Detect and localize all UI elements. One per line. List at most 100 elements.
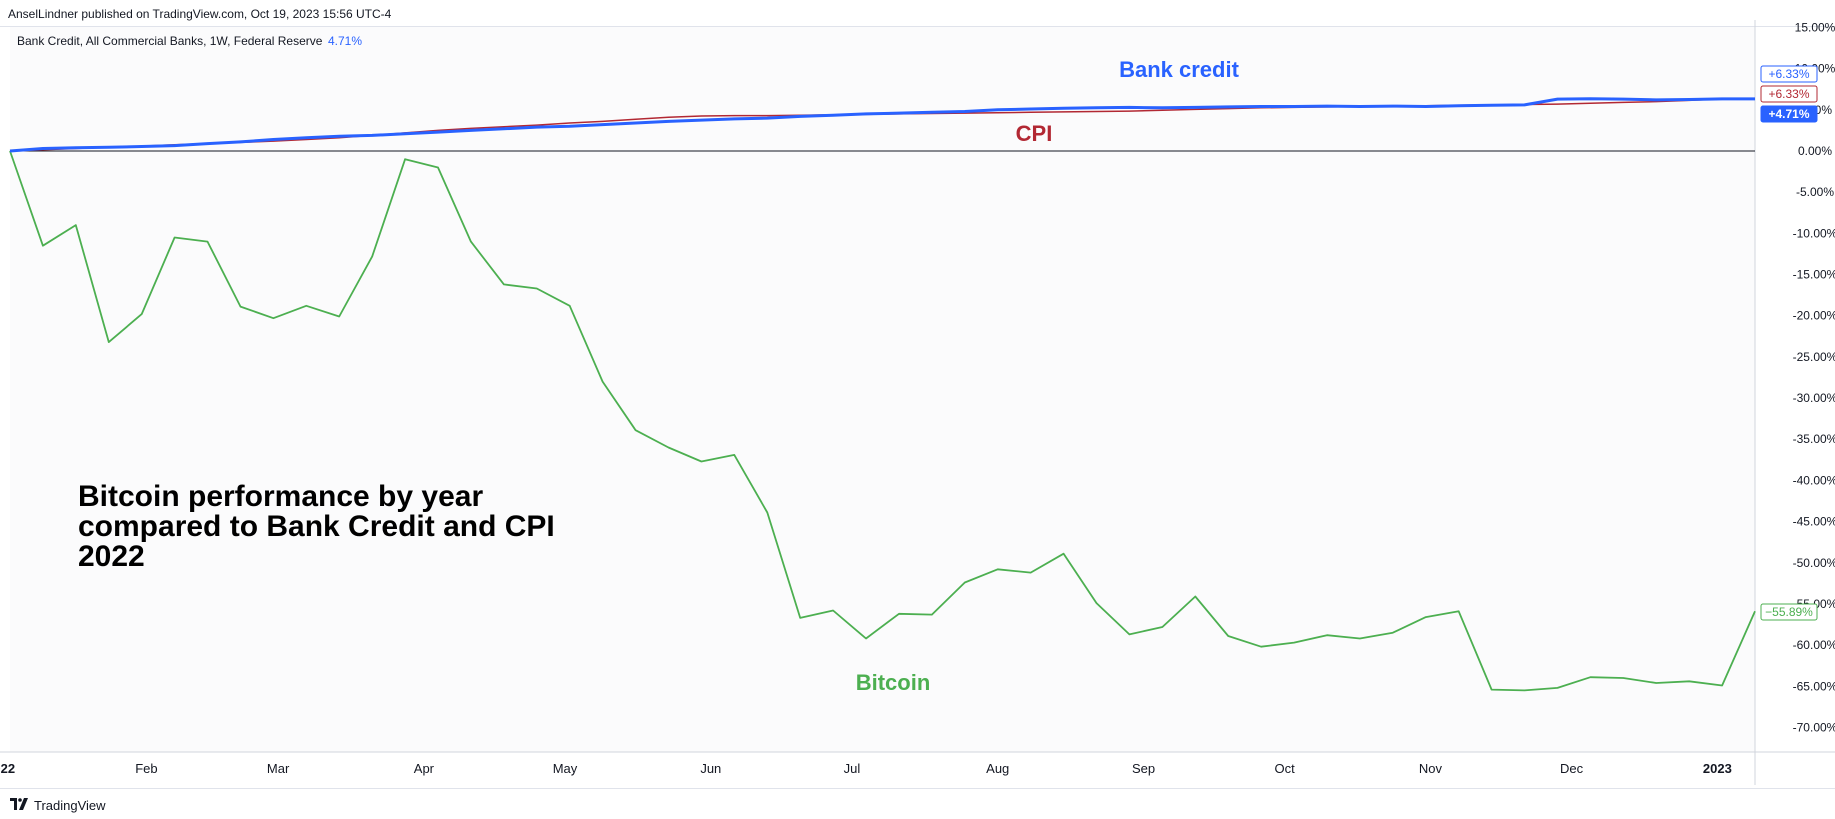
bitcoin-point[interactable]	[1557, 687, 1559, 689]
bank-credit-point[interactable]	[964, 111, 966, 113]
bitcoin-point[interactable]	[1721, 685, 1723, 687]
cpi-point[interactable]	[1589, 102, 1591, 104]
bank-credit-point[interactable]	[42, 148, 44, 150]
bitcoin-point[interactable]	[108, 341, 110, 343]
bank-credit-point[interactable]	[1063, 107, 1065, 109]
cpi-point[interactable]	[733, 115, 735, 117]
bank-credit-point[interactable]	[997, 109, 999, 111]
bank-credit-point[interactable]	[1392, 105, 1394, 107]
cpi-point[interactable]	[1622, 101, 1624, 103]
bank-credit-series-line[interactable]	[9, 97, 1755, 153]
bitcoin-point[interactable]	[1161, 626, 1163, 628]
bank-credit-point[interactable]	[470, 129, 472, 131]
bank-credit-point[interactable]	[272, 139, 274, 141]
bank-credit-point[interactable]	[1655, 99, 1657, 101]
bank-credit-point[interactable]	[1260, 106, 1262, 108]
cpi-point[interactable]	[602, 120, 604, 122]
bitcoin-point[interactable]	[1491, 689, 1493, 691]
bitcoin-point[interactable]	[1392, 632, 1394, 634]
bitcoin-point[interactable]	[1425, 616, 1427, 618]
bank-credit-point[interactable]	[1557, 98, 1559, 100]
bitcoin-point[interactable]	[75, 224, 77, 226]
bitcoin-point[interactable]	[338, 316, 340, 318]
bank-credit-point[interactable]	[799, 115, 801, 117]
bank-credit-point[interactable]	[371, 134, 373, 136]
bitcoin-point[interactable]	[700, 461, 702, 463]
cpi-point[interactable]	[766, 115, 768, 117]
bitcoin-point[interactable]	[371, 255, 373, 257]
bank-credit-point[interactable]	[700, 119, 702, 121]
bank-credit-point[interactable]	[635, 122, 637, 124]
bitcoin-point[interactable]	[503, 283, 505, 285]
bank-credit-point[interactable]	[832, 114, 834, 116]
plot-area[interactable]	[10, 27, 1755, 752]
bank-credit-point[interactable]	[503, 128, 505, 130]
bank-credit-point[interactable]	[437, 131, 439, 133]
bitcoin-series-line[interactable]	[9, 150, 1756, 692]
bitcoin-point[interactable]	[141, 313, 143, 315]
bank-credit-point[interactable]	[766, 117, 768, 119]
bitcoin-point[interactable]	[1293, 642, 1295, 644]
cpi-point[interactable]	[1030, 111, 1032, 113]
cpi-point[interactable]	[1063, 111, 1065, 113]
bank-credit-point[interactable]	[338, 135, 340, 137]
cpi-point[interactable]	[997, 112, 999, 114]
bank-credit-point[interactable]	[1194, 106, 1196, 108]
bank-credit-point[interactable]	[1491, 104, 1493, 106]
bitcoin-point[interactable]	[1589, 676, 1591, 678]
bank-credit-point[interactable]	[108, 146, 110, 148]
bitcoin-point[interactable]	[207, 241, 209, 243]
bitcoin-point[interactable]	[898, 613, 900, 615]
cpi-point[interactable]	[635, 118, 637, 120]
bank-credit-point[interactable]	[75, 147, 77, 149]
cpi-point[interactable]	[1161, 109, 1163, 111]
tradingview-logo-icon[interactable]	[10, 798, 30, 810]
bitcoin-point[interactable]	[964, 582, 966, 584]
bank-credit-point[interactable]	[1161, 107, 1163, 109]
bank-credit-point[interactable]	[1128, 106, 1130, 108]
bank-credit-point[interactable]	[1096, 107, 1098, 109]
bank-credit-point[interactable]	[1589, 98, 1591, 100]
bitcoin-point[interactable]	[865, 638, 867, 640]
bitcoin-point[interactable]	[536, 288, 538, 290]
bitcoin-point[interactable]	[1688, 680, 1690, 682]
bank-credit-point[interactable]	[1721, 98, 1723, 100]
cpi-point[interactable]	[700, 115, 702, 117]
bank-credit-point[interactable]	[1227, 106, 1229, 108]
cpi-point[interactable]	[1096, 111, 1098, 113]
bitcoin-point[interactable]	[832, 610, 834, 612]
bank-credit-point[interactable]	[9, 150, 11, 152]
bitcoin-point[interactable]	[602, 381, 604, 383]
bank-credit-point[interactable]	[536, 126, 538, 128]
bank-credit-point[interactable]	[931, 111, 933, 113]
bitcoin-point[interactable]	[1260, 646, 1262, 648]
bank-credit-point[interactable]	[1688, 99, 1690, 101]
bitcoin-point[interactable]	[766, 512, 768, 514]
bitcoin-point[interactable]	[1030, 572, 1032, 574]
bank-credit-point[interactable]	[207, 143, 209, 145]
cpi-point[interactable]	[569, 122, 571, 124]
bank-credit-point[interactable]	[1359, 106, 1361, 108]
bitcoin-point[interactable]	[1194, 596, 1196, 598]
bitcoin-point[interactable]	[1524, 689, 1526, 691]
bitcoin-point[interactable]	[668, 447, 670, 449]
bitcoin-point[interactable]	[1622, 677, 1624, 679]
bank-credit-point[interactable]	[569, 125, 571, 127]
cpi-point[interactable]	[1128, 110, 1130, 112]
bitcoin-point[interactable]	[1458, 610, 1460, 612]
bitcoin-point[interactable]	[1128, 633, 1130, 635]
bitcoin-point[interactable]	[240, 306, 242, 308]
bitcoin-point[interactable]	[997, 568, 999, 570]
bitcoin-point[interactable]	[404, 158, 406, 160]
bank-credit-point[interactable]	[240, 141, 242, 143]
cpi-point[interactable]	[1557, 103, 1559, 105]
cpi-point[interactable]	[668, 116, 670, 118]
bitcoin-point[interactable]	[1326, 634, 1328, 636]
bank-credit-point[interactable]	[865, 113, 867, 115]
bitcoin-point[interactable]	[931, 614, 933, 616]
bank-credit-point[interactable]	[1622, 98, 1624, 100]
bitcoin-point[interactable]	[1063, 553, 1065, 555]
bank-credit-point[interactable]	[1425, 106, 1427, 108]
y-axis-area[interactable]	[1763, 27, 1835, 752]
